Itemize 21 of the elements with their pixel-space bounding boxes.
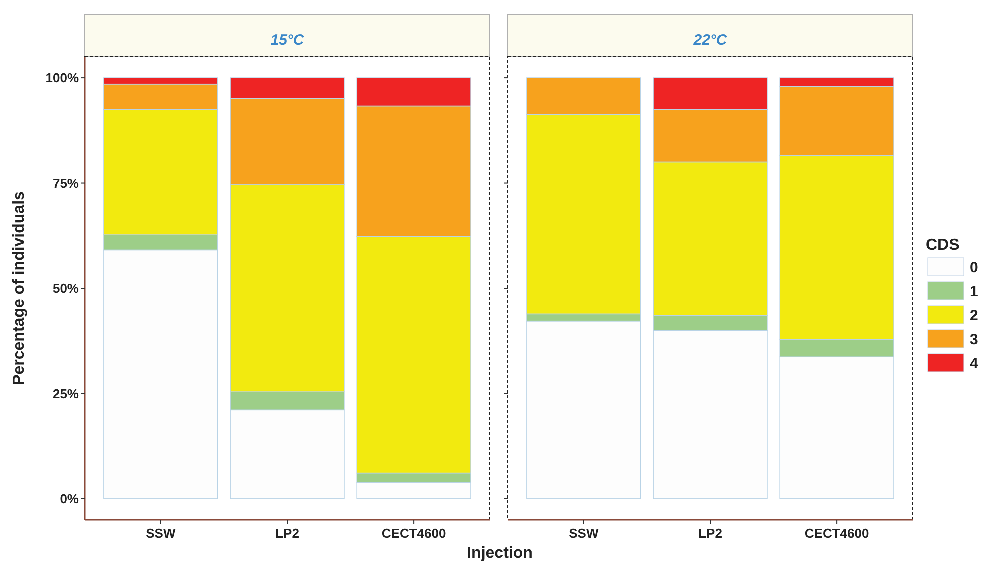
y-axis-title: Percentage of individuals	[11, 191, 28, 386]
x-tick-label: LP2	[276, 526, 300, 541]
y-tick-label: 100%	[46, 70, 80, 86]
legend-label: 4	[970, 355, 979, 372]
legend-label: 1	[970, 283, 978, 300]
y-tick-label: 25%	[52, 386, 80, 402]
x-tick-label: CECT4600	[804, 526, 870, 541]
y-tick-label: 75%	[52, 176, 80, 191]
x-tick-label: CECT4600	[382, 526, 446, 541]
chart-title: 22°C	[692, 32, 728, 49]
legend-title: CDS	[926, 237, 960, 254]
x-tick-label: SSW	[146, 526, 176, 541]
x-tick-label: LP2	[698, 526, 722, 541]
chart-title: 15°C	[270, 32, 306, 49]
y-tick-label: 50%	[52, 281, 80, 296]
x-axis-title: Injection	[467, 545, 533, 562]
legend-label: 3	[970, 331, 978, 348]
legend-label: 2	[970, 307, 978, 324]
x-tick-label: SSW	[569, 526, 600, 541]
legend-label: 0	[970, 259, 978, 276]
y-tick-label: 0%	[60, 492, 80, 507]
